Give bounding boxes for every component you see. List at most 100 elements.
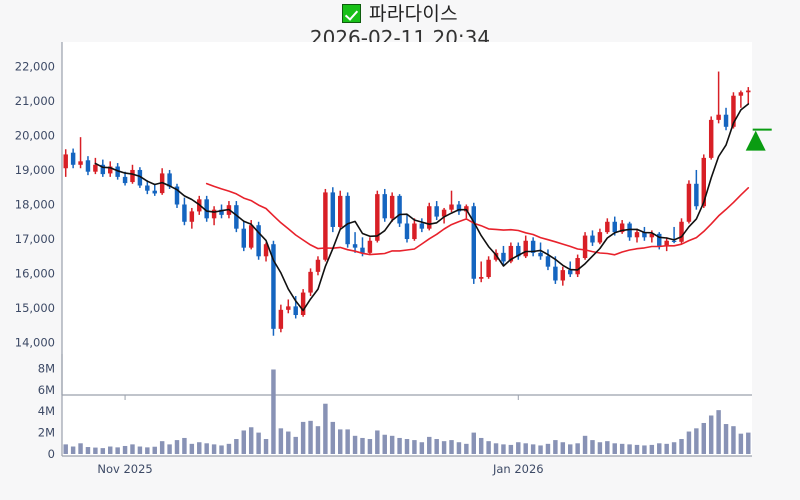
candle-body: [375, 194, 380, 241]
volume-bar: [723, 424, 729, 454]
candle-body: [412, 223, 417, 240]
volume-bar: [211, 444, 217, 454]
buy-signal-triangle-icon[interactable]: [745, 130, 766, 151]
candle-body: [456, 204, 462, 212]
volume-bar: [694, 428, 699, 454]
volume-bar: [256, 432, 261, 454]
volume-bar: [671, 442, 677, 454]
volume-bar: [315, 426, 321, 454]
candle-body: [575, 258, 580, 275]
candle-body: [241, 228, 246, 248]
volume-bar: [434, 439, 439, 454]
candle-body: [560, 270, 566, 281]
volume-bar: [538, 445, 543, 454]
candle-body: [508, 245, 514, 262]
candle-body: [619, 223, 625, 233]
volume-bar: [582, 435, 588, 454]
volume-bar: [471, 432, 476, 454]
volume-bar: [286, 431, 291, 454]
candle-body: [694, 183, 699, 207]
volume-bar: [441, 441, 447, 454]
candle-body: [137, 169, 143, 186]
volume-bar: [464, 443, 469, 454]
volume-axis-tick-label: 6M: [38, 383, 55, 397]
candle-body: [657, 233, 662, 246]
candle-body: [404, 223, 410, 240]
chart-container[interactable]: 22,000 21,000 20,000 19,000 18,000 17,000 16,0…: [0, 42, 800, 500]
candle-body: [389, 195, 395, 219]
candle-body: [63, 154, 68, 169]
volume-bar: [145, 447, 150, 454]
candle-body: [538, 252, 543, 257]
volume-bar: [449, 440, 454, 454]
volume-bar: [389, 435, 395, 454]
candle-body: [449, 204, 454, 210]
volume-bar: [397, 437, 402, 454]
candle-body: [204, 199, 209, 219]
candle-body: [545, 256, 551, 267]
price-axis-tick-label: 14,000: [15, 336, 55, 350]
volume-bar: [308, 420, 313, 454]
volume-bar: [330, 421, 336, 454]
title-row: 파라다이스: [0, 0, 800, 26]
candle-body: [708, 119, 714, 158]
volume-bar: [234, 439, 239, 454]
candle-body: [478, 277, 484, 279]
volume-bar: [137, 446, 143, 454]
volume-bar: [382, 434, 387, 454]
candle-body: [352, 244, 358, 248]
candle-body: [323, 192, 328, 260]
volume-bar: [189, 443, 195, 454]
volume-bar: [204, 443, 209, 454]
volume-bar: [597, 442, 603, 454]
volume-bar: [182, 437, 187, 454]
candle-body: [419, 223, 425, 229]
volume-bar: [352, 435, 358, 454]
moving-average-long-line: [205, 182, 750, 256]
candle-body: [263, 244, 269, 257]
volume-bar: [278, 428, 284, 454]
volume-bar: [486, 441, 491, 454]
volume-bar: [219, 445, 224, 454]
check-box-green-icon[interactable]: [342, 4, 362, 23]
buy-signal-triangle[interactable]: [745, 128, 772, 151]
candle-body: [293, 306, 298, 316]
volume-bar: [412, 440, 417, 454]
candle-body: [597, 232, 603, 243]
candle-body: [486, 259, 491, 278]
candle-body: [382, 194, 387, 219]
candle-body: [182, 204, 187, 222]
price-axis-tick-label: 20,000: [15, 128, 55, 142]
candle-body: [701, 157, 706, 207]
volume-bar: [167, 444, 172, 454]
volume-bar: [746, 432, 751, 454]
volume-bar: [679, 439, 684, 454]
volume-bar: [530, 444, 536, 454]
volume-bar: [108, 446, 113, 454]
candle-body: [330, 192, 336, 227]
x-axis-tick-label: Jan 2026: [492, 462, 544, 476]
candle-body: [145, 185, 150, 191]
candle-body: [664, 240, 669, 246]
candle-body: [612, 221, 617, 233]
candle-body: [315, 259, 321, 272]
candle-body: [108, 166, 113, 174]
candle-body: [338, 195, 343, 227]
candle-body: [516, 245, 521, 257]
candle-body: [568, 270, 573, 275]
candle-body: [367, 240, 373, 253]
candle-body: [590, 235, 595, 243]
volume-bar: [649, 444, 655, 454]
x-axis-tick-label: Nov 2025: [97, 462, 152, 476]
volume-bar: [130, 444, 135, 454]
volume-bar: [590, 440, 595, 454]
volume-bar: [338, 429, 343, 454]
candle-body: [731, 95, 736, 127]
price-axis-tick-label: 16,000: [15, 267, 55, 281]
candle-body: [167, 173, 172, 187]
candlestick-volume-chart[interactable]: 22,000 21,000 20,000 19,000 18,000 17,000 16,0…: [0, 42, 800, 500]
volume-bar: [93, 447, 98, 454]
volume-bar: [404, 439, 410, 454]
volume-bar: [716, 410, 721, 454]
